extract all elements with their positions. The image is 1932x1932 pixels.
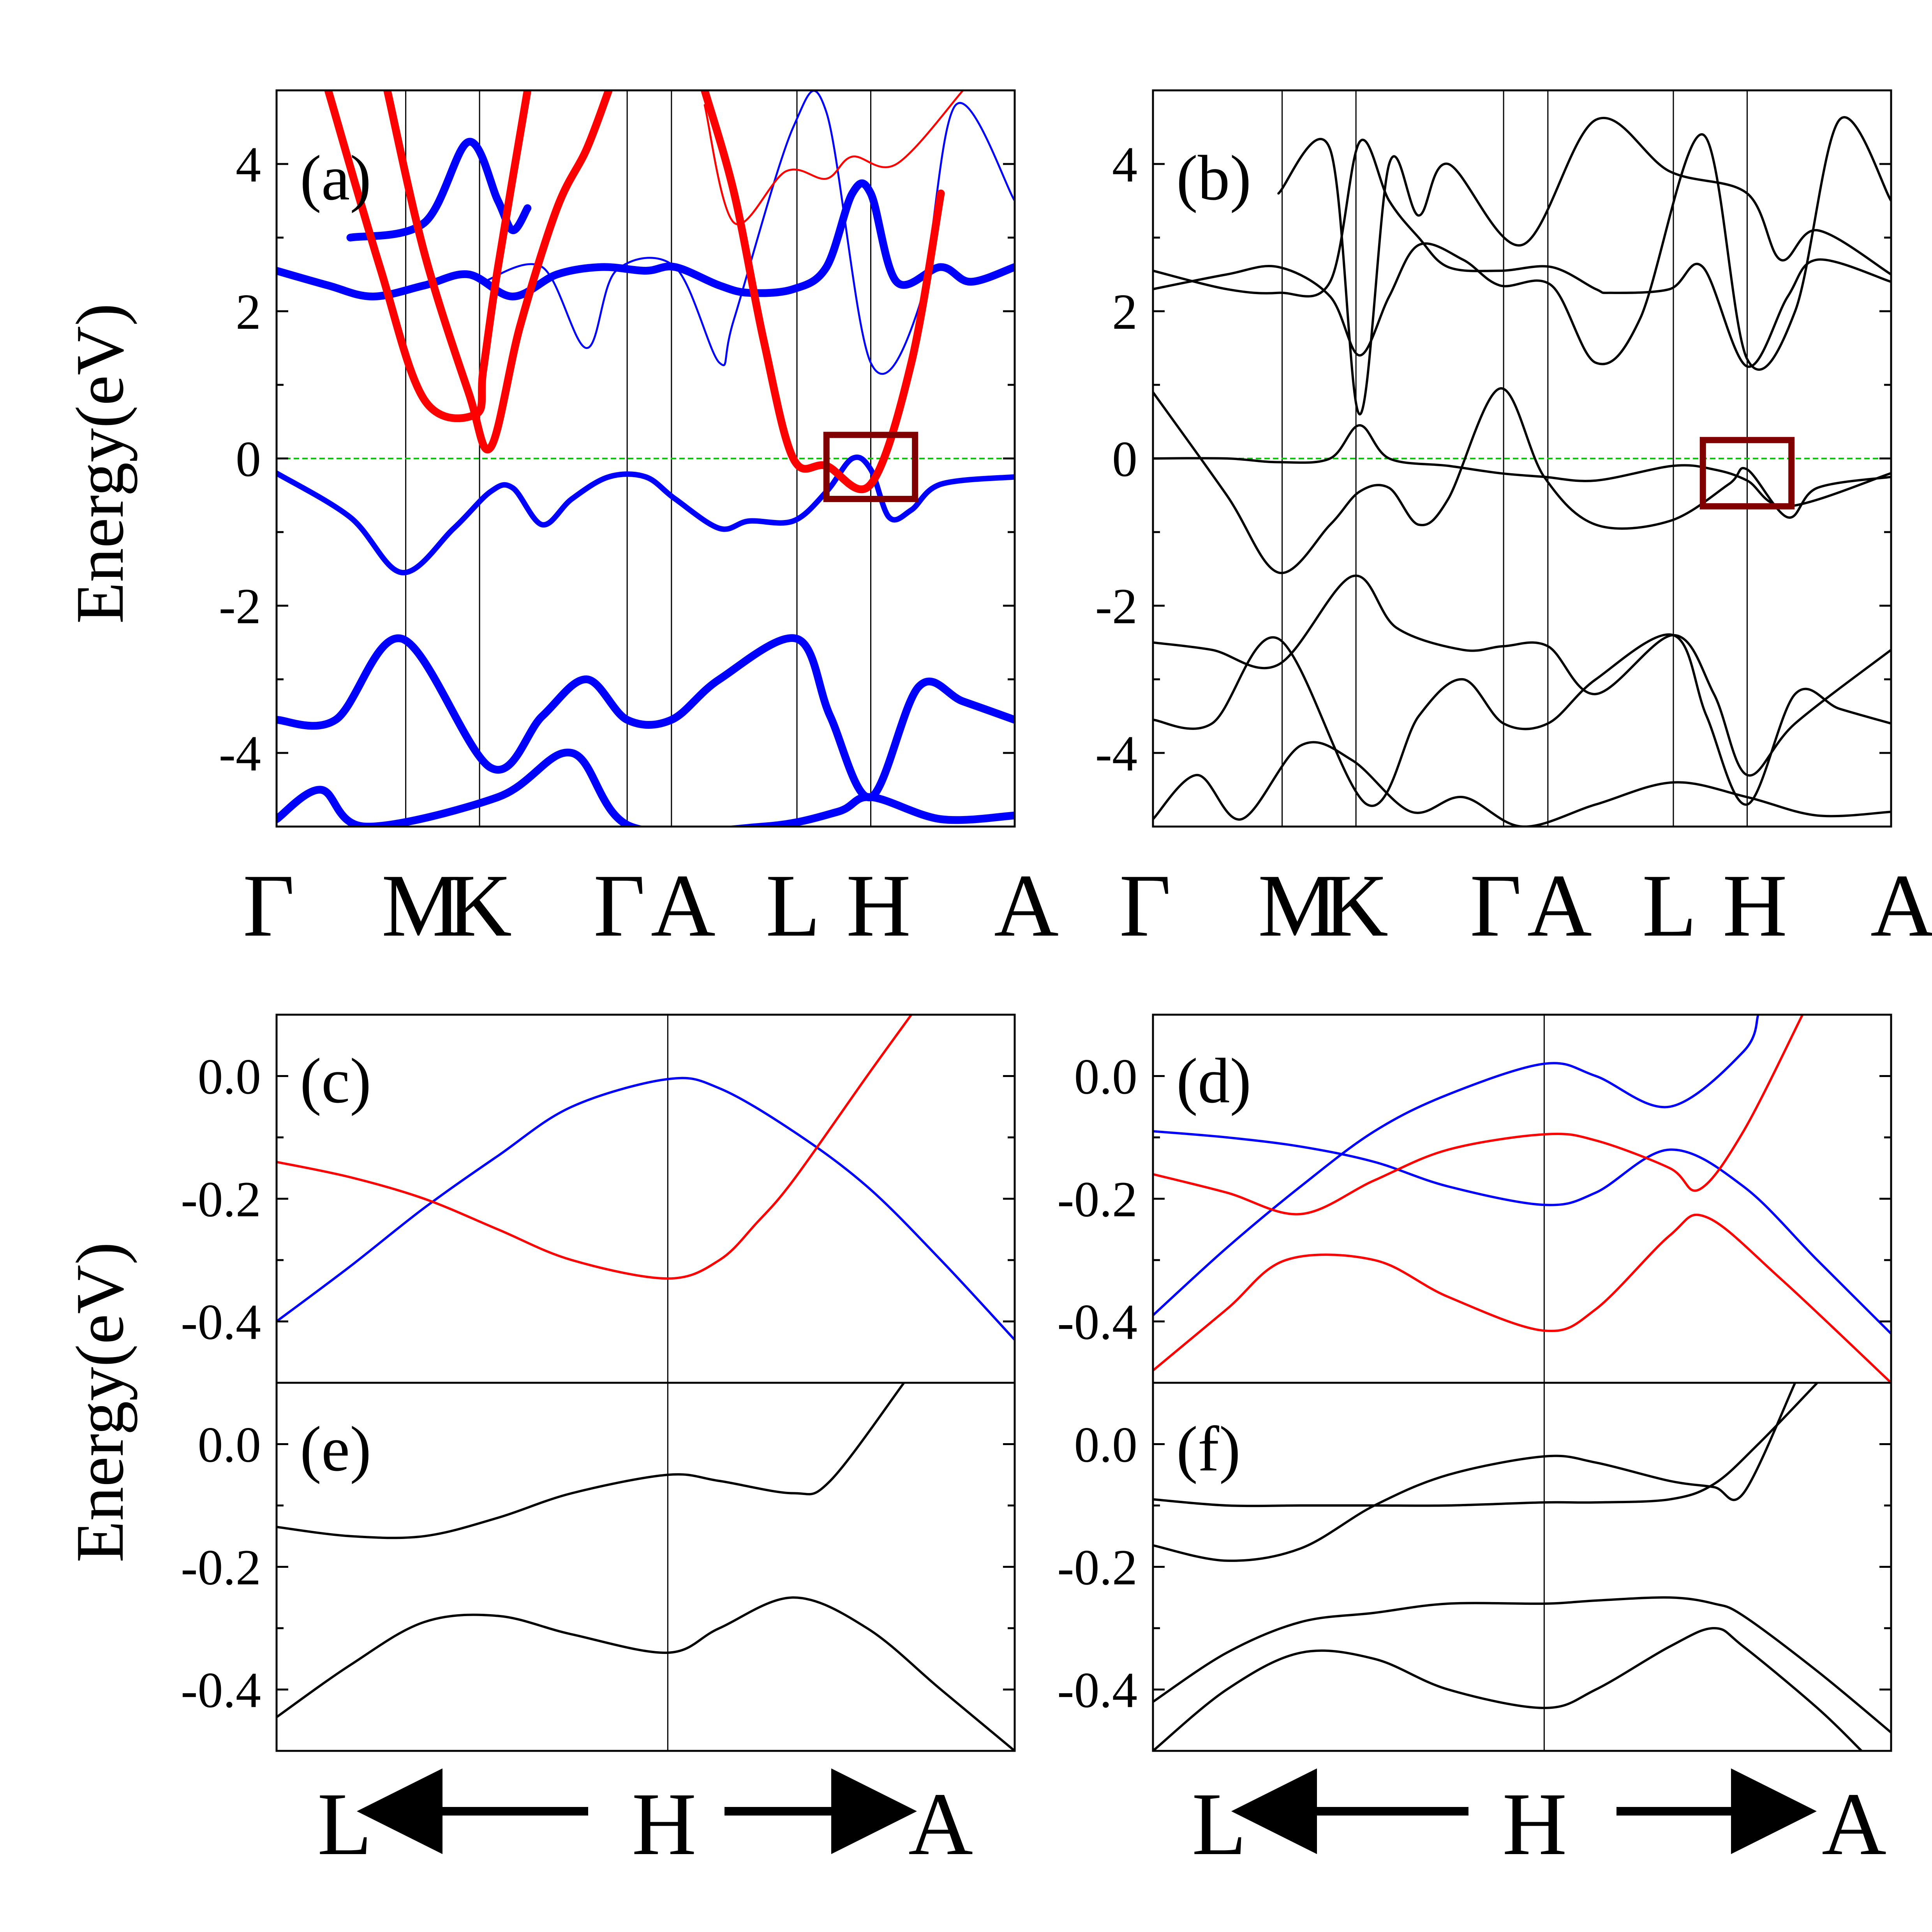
ytick-label-a-4: 4 [236, 137, 261, 193]
ytick-label-a-1: -2 [219, 578, 261, 635]
ytick-label-c-0: -0.4 [181, 1294, 261, 1350]
series-b-band-conduction-2 [1153, 116, 1891, 371]
ytick-label-d-2: 0.0 [1074, 1049, 1138, 1105]
k-label-b-3: Γ [1470, 856, 1522, 955]
ytick-label-b-0: -4 [1095, 726, 1137, 782]
k-label-b-2: K [1324, 856, 1388, 955]
k-label-b-6: H [1722, 856, 1787, 955]
k-label-b-5: L [1642, 856, 1697, 955]
series-b-band-low-3 [1153, 741, 1891, 827]
series-c-spin-down [277, 1015, 913, 1280]
series-f-band-3 [1153, 1596, 1891, 1734]
panel-f: -0.4 -0.2 0.0 (f) [1057, 1382, 1892, 1752]
plot-area-c [277, 1015, 1015, 1383]
ytick-label-b-3: 2 [1112, 284, 1137, 340]
ytick-label-b-2: 0 [1112, 431, 1137, 487]
highlight-box-b [1699, 437, 1795, 509]
series-b-band-valence-2 [1153, 424, 1891, 508]
ytick-label-e-0: -0.4 [181, 1662, 261, 1719]
series-f-band-1 [1153, 1383, 1819, 1507]
plot-area-f [1153, 1383, 1891, 1751]
series-d-spin-up-1 [1153, 1130, 1891, 1335]
arrow-label-l-left: L [317, 1774, 372, 1874]
k-label-b-7: A [1870, 856, 1932, 955]
ytick-label-b-1: -2 [1095, 578, 1137, 635]
plot-area-a [277, 90, 1015, 827]
k-label-b-1: M [1258, 856, 1338, 955]
series-f-band-4 [1153, 1627, 1863, 1751]
plot-area-e [277, 1383, 1015, 1751]
series-e-band-2 [277, 1596, 1015, 1751]
panel-label-f: (f) [1176, 1413, 1241, 1484]
k-label-a-1: M [381, 856, 461, 955]
series-b-band-valence-1 [1153, 387, 1891, 575]
panel-e: -0.4 -0.2 0.0 (e) [181, 1382, 1016, 1752]
arrow-label-a-left: A [908, 1774, 973, 1874]
highlight-box-a [823, 432, 918, 502]
ytick-label-e-2: 0.0 [198, 1417, 261, 1473]
panel-c: -0.4 -0.2 0.0 (c) [181, 1014, 1016, 1384]
plot-area-d [1153, 1015, 1891, 1383]
arrow-label-l-right: L [1192, 1774, 1247, 1874]
k-label-b-4: A [1527, 856, 1592, 955]
ytick-label-b-4: 4 [1112, 137, 1137, 193]
series-d-spin-up-2 [1153, 1015, 1759, 1317]
panel-label-a: (a) [300, 142, 371, 213]
series-d-spin-down-1 [1153, 1015, 1804, 1216]
ytick-label-f-2: 0.0 [1074, 1417, 1138, 1473]
ytick-label-c-1: -0.2 [181, 1172, 261, 1228]
series-b-band-low-1 [1153, 633, 1891, 807]
series-c-spin-up [277, 1077, 1015, 1341]
ytick-label-f-0: -0.4 [1057, 1662, 1137, 1719]
k-label-a-5: L [766, 856, 821, 955]
ytick-label-f-1: -0.2 [1057, 1540, 1137, 1596]
series-a-blue-band-bottom [277, 748, 1015, 827]
series-a-red-band-2 [383, 90, 613, 454]
series-b-band-conduction-1 [1153, 139, 1891, 368]
panel-d: -0.4 -0.2 0.0 (d) [1057, 1014, 1892, 1384]
series-b-band-low-2 [1153, 574, 1891, 777]
ytick-label-a-0: -4 [219, 726, 261, 782]
ytick-label-a-2: 0 [236, 431, 261, 487]
k-label-a-7: A [994, 856, 1059, 955]
series-a-blue-band-low [277, 634, 1015, 801]
k-label-a-2: K [447, 856, 512, 955]
series-a-blue-band-k-peak [346, 138, 532, 242]
k-label-a-3: Γ [594, 856, 645, 955]
series-a-red-band-3 [701, 90, 945, 494]
k-label-a-4: A [651, 856, 716, 955]
ytick-label-d-1: -0.2 [1057, 1172, 1137, 1228]
ytick-label-e-1: -0.2 [181, 1540, 261, 1596]
y-axis-label-top: Energy(eV) [62, 303, 137, 624]
panel-label-d: (d) [1176, 1045, 1251, 1116]
arrow-label-h-right: H [1502, 1774, 1567, 1874]
arrow-label-h-left: H [632, 1774, 696, 1874]
series-a-blue-valence-band [277, 454, 1015, 576]
k-label-b-0: Γ [1119, 856, 1171, 955]
arrow-axis-right: L H A [1192, 1768, 1886, 1874]
series-a-red-band-4 [703, 90, 964, 226]
ytick-label-a-3: 2 [236, 284, 261, 340]
panel-label-b: (b) [1176, 142, 1251, 213]
y-axis-label-bottom: Energy(eV) [62, 1242, 137, 1563]
ytick-label-c-2: 0.0 [198, 1049, 261, 1105]
series-d-spin-down-2 [1153, 1213, 1891, 1383]
k-label-a-0: Γ [243, 856, 295, 955]
series-f-band-2 [1153, 1383, 1796, 1562]
series-b-band-conduction-3 [1277, 116, 1891, 416]
series-e-band-1 [277, 1383, 905, 1539]
arrow-axis-left: L H A [317, 1768, 973, 1874]
panel-label-e: (e) [300, 1413, 371, 1484]
arrow-label-a-right: A [1822, 1774, 1886, 1874]
plot-area-b [1153, 90, 1891, 827]
ytick-label-d-0: -0.4 [1057, 1294, 1137, 1350]
panel-label-c: (c) [300, 1045, 371, 1116]
k-label-a-6: H [846, 856, 911, 955]
